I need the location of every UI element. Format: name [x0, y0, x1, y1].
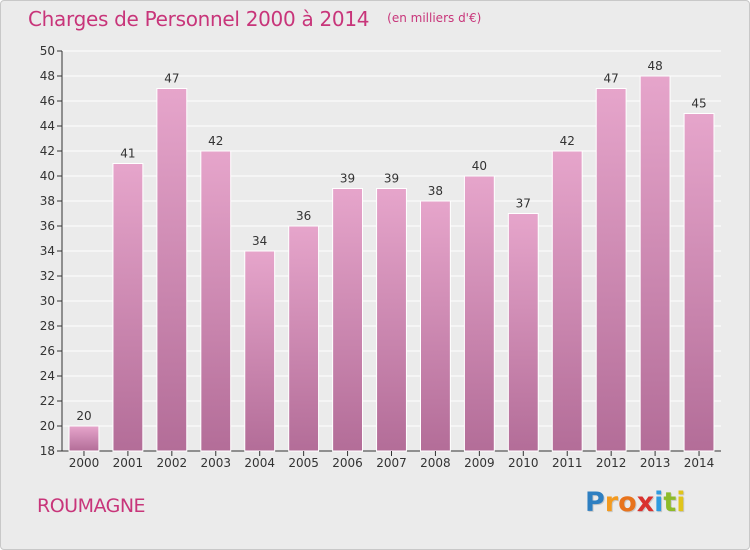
- y-tick-label: 18: [40, 444, 55, 458]
- x-tick-label: 2002: [157, 456, 188, 470]
- y-tick-label: 50: [40, 44, 55, 58]
- y-axis-ticks: 18 20 22 24 26 28 30 32 34 36 38 40 42 44 46 48 50: [40, 44, 62, 458]
- bar-2010: [507, 213, 539, 452]
- value-label-2013: 48: [647, 59, 662, 73]
- logo-letter: i: [654, 487, 664, 518]
- value-label-2005: 36: [296, 209, 311, 223]
- value-label-2008: 38: [428, 184, 443, 198]
- value-label-2007: 39: [384, 172, 399, 186]
- x-tick-label: 2004: [244, 456, 275, 470]
- bar-2014: [683, 113, 715, 452]
- x-tick-label: 2011: [552, 456, 583, 470]
- value-label-2002: 47: [164, 72, 179, 86]
- chart-subtitle: (en milliers d'€): [387, 11, 482, 25]
- x-tick-label: 2010: [508, 456, 539, 470]
- bar-2005: [288, 225, 320, 452]
- logo-letter: P: [585, 487, 605, 518]
- chart-title: Charges de Personnel 2000 à 2014: [28, 7, 370, 31]
- value-label-2003: 42: [208, 134, 223, 148]
- x-tick-label: 2006: [332, 456, 363, 470]
- x-tick-label: 2000: [69, 456, 100, 470]
- value-label-2006: 39: [340, 172, 355, 186]
- value-label-2001: 41: [120, 147, 135, 161]
- y-tick-label: 28: [40, 319, 55, 333]
- bar-2012: [595, 88, 627, 452]
- logo-letter: t: [663, 487, 677, 518]
- y-tick-label: 34: [40, 244, 55, 258]
- commune-name: ROUMAGNE: [37, 495, 146, 517]
- bar-2008: [419, 200, 451, 452]
- bar-2004: [244, 250, 276, 452]
- logo-letter: i: [676, 487, 686, 518]
- y-tick-label: 46: [40, 94, 55, 108]
- y-tick-label: 44: [40, 119, 55, 133]
- value-label-2004: 34: [252, 234, 267, 248]
- value-label-2014: 45: [691, 97, 706, 111]
- x-tick-label: 2007: [376, 456, 407, 470]
- value-label-2012: 47: [604, 72, 619, 86]
- value-labels: 20 41 47 42 34 36 39 39 38 40 37 42 47 48 45: [76, 59, 706, 423]
- y-tick-label: 26: [40, 344, 55, 358]
- y-tick-label: 38: [40, 194, 55, 208]
- y-tick-label: 40: [40, 169, 55, 183]
- value-label-2011: 42: [560, 134, 575, 148]
- y-tick-label: 36: [40, 219, 55, 233]
- bar-2006: [332, 188, 364, 452]
- value-label-2009: 40: [472, 159, 487, 173]
- bar-2011: [551, 150, 583, 452]
- x-tick-label: 2008: [420, 456, 451, 470]
- y-tick-label: 30: [40, 294, 55, 308]
- y-tick-label: 20: [40, 419, 55, 433]
- proxiti-logo: Proxiti: [585, 487, 686, 518]
- value-label-2000: 20: [76, 409, 91, 423]
- bar-2000: [68, 425, 100, 452]
- y-tick-label: 22: [40, 394, 55, 408]
- x-tick-label: 2013: [640, 456, 671, 470]
- bar-2007: [376, 188, 407, 452]
- bars: [68, 75, 715, 452]
- x-tick-label: 2014: [684, 456, 715, 470]
- logo-letter: o: [618, 487, 637, 518]
- bar-2003: [200, 150, 232, 452]
- x-tick-label: 2001: [113, 456, 144, 470]
- logo-letter: r: [604, 487, 619, 518]
- bar-2001: [112, 163, 144, 452]
- bar-2002: [156, 88, 188, 452]
- value-label-2010: 37: [516, 197, 531, 211]
- y-tick-label: 32: [40, 269, 55, 283]
- x-tick-label: 2009: [464, 456, 495, 470]
- x-axis-ticks: 2000 2001 2002 2003 2004 2005 2006 2007 2008 2009…: [69, 451, 715, 470]
- bar-2009: [463, 175, 495, 452]
- x-tick-label: 2005: [288, 456, 319, 470]
- y-tick-label: 48: [40, 69, 55, 83]
- logo-letter: x: [636, 487, 655, 518]
- title-row: Charges de Personnel 2000 à 2014 (en mil…: [28, 7, 481, 31]
- y-tick-label: 42: [40, 144, 55, 158]
- x-tick-label: 2003: [200, 456, 231, 470]
- x-tick-label: 2012: [596, 456, 627, 470]
- bar-2013: [639, 75, 671, 452]
- y-tick-label: 24: [40, 369, 55, 383]
